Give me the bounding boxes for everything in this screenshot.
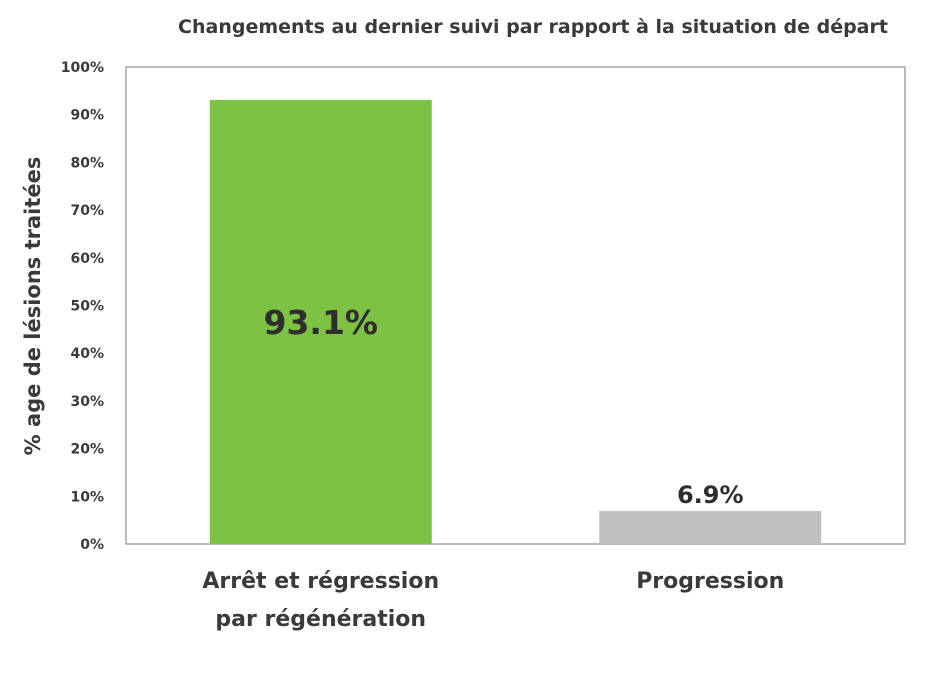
x-tick-label: par régénération xyxy=(215,607,426,632)
data-label: 93.1% xyxy=(264,303,379,342)
y-axis-label: % age de lésions traitées xyxy=(21,157,45,456)
y-tick-label: 10% xyxy=(70,489,104,505)
y-tick-label: 0% xyxy=(80,537,104,553)
y-ticks: 0% 10% 20% 30% 40% 50% 60% 70% 80% 90% 100% xyxy=(61,60,104,553)
data-label: 6.9% xyxy=(677,481,744,509)
y-tick-label: 50% xyxy=(70,299,104,315)
y-tick-label: 90% xyxy=(70,108,104,124)
data-labels: 93.1% 6.9% xyxy=(264,303,744,509)
x-ticks: Arrêt et régression par régénération Progr… xyxy=(202,569,784,632)
bar xyxy=(599,511,822,544)
chart-title: Changements au dernier suivi par rapport… xyxy=(178,16,888,38)
bar xyxy=(209,99,432,545)
y-tick-label: 60% xyxy=(70,251,104,267)
x-tick-label: Progression xyxy=(636,569,784,594)
plot-frame xyxy=(125,66,906,545)
bars xyxy=(209,99,822,545)
y-tick-label: 20% xyxy=(70,442,104,458)
y-tick-label: 40% xyxy=(70,346,104,362)
y-tick-label: 30% xyxy=(70,394,104,410)
y-tick-label: 80% xyxy=(70,155,104,171)
x-tick-label: Arrêt et régression xyxy=(202,569,439,594)
y-tick-label: 100% xyxy=(61,60,104,76)
y-tick-label: 70% xyxy=(70,203,104,219)
